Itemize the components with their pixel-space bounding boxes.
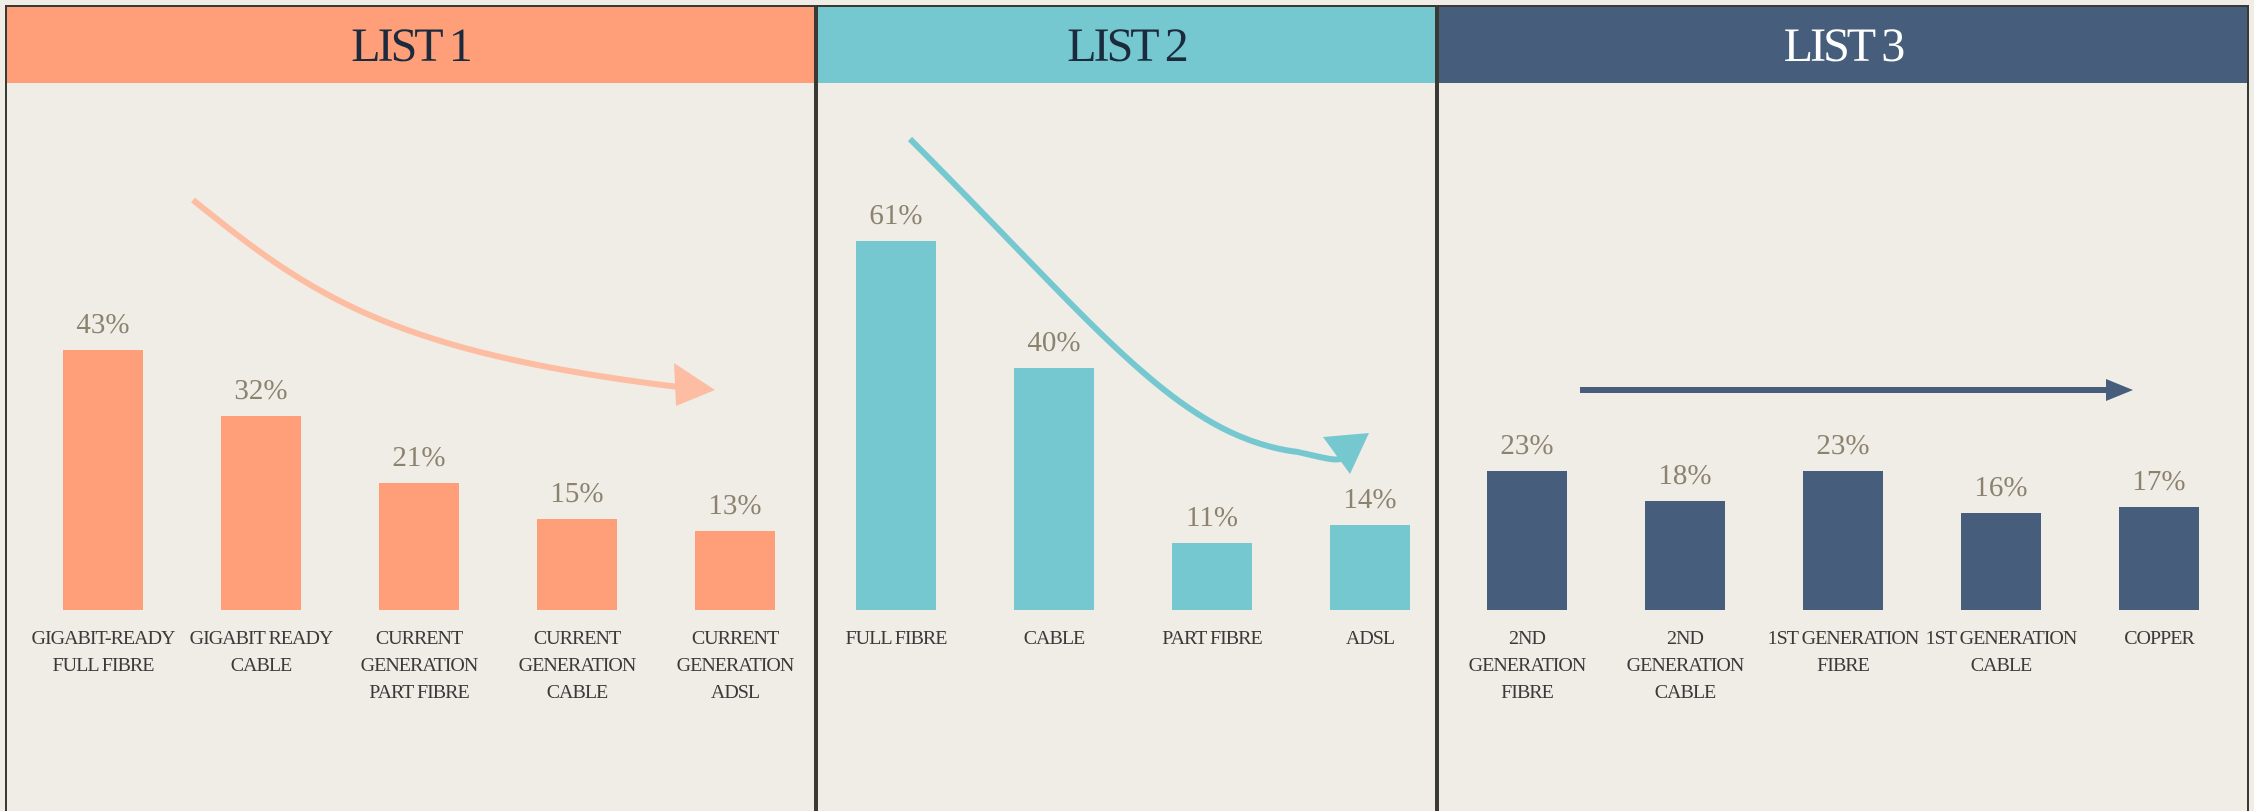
- bar: [2119, 507, 2199, 610]
- category-label: 1ST GENERATION CABLE: [1925, 627, 2078, 676]
- panel-title: LIST 2: [818, 7, 1435, 83]
- category-label: CURRENT GENERATION CABLE: [518, 627, 637, 703]
- bar: [1487, 470, 1567, 610]
- panel-title: LIST 3: [1439, 7, 2247, 83]
- value-label: 23%: [1500, 428, 1554, 461]
- value-label: 11%: [1185, 501, 1239, 534]
- category-label: 1ST GENERATION FIBRE: [1767, 627, 1920, 676]
- category-label: CURRENT GENERATION PART FIBRE: [360, 627, 479, 703]
- trend-arrow: [1580, 379, 2133, 401]
- bar: [1014, 368, 1094, 610]
- bar: [1645, 501, 1725, 610]
- panel: LIST 2 61% FULL FIBRE 40% CABLE 11% PART FIBR…: [816, 5, 1437, 811]
- bar: [1803, 470, 1883, 610]
- category-label: PART FIBRE: [1162, 627, 1262, 649]
- value-label: 23%: [1816, 428, 1870, 461]
- panel: LIST 3 23% 2ND GENERATION FIBRE 18% 2ND GEN…: [1437, 5, 2249, 811]
- value-label: 15%: [550, 477, 604, 510]
- category-label: 2ND GENERATION CABLE: [1626, 627, 1745, 703]
- value-label: 40%: [1027, 326, 1081, 358]
- bar: [1330, 525, 1410, 610]
- value-label: 14%: [1343, 483, 1397, 516]
- bar: [1961, 513, 2041, 610]
- bar: [856, 240, 936, 610]
- bar: [63, 349, 143, 610]
- category-label: CABLE: [1023, 627, 1086, 649]
- bar: [537, 519, 617, 610]
- value-label: 13%: [708, 489, 762, 522]
- category-label: 2ND GENERATION FIBRE: [1468, 627, 1587, 703]
- panel-title: LIST 1: [7, 7, 814, 83]
- trend-arrow: [907, 136, 1369, 474]
- value-label: 16%: [1974, 471, 2028, 504]
- bar: [221, 416, 301, 610]
- value-label: 21%: [392, 440, 446, 473]
- value-label: 18%: [1658, 459, 1712, 492]
- value-label: 61%: [869, 198, 923, 231]
- category-label: CURRENT GENERATION ADSL: [676, 627, 795, 703]
- category-label: GIGABIT-READY FULL FIBRE: [31, 627, 176, 676]
- bar: [379, 482, 459, 610]
- category-label: COPPER: [2124, 627, 2195, 649]
- category-label: ADSL: [1345, 627, 1395, 649]
- category-label: FULL FIBRE: [845, 627, 948, 649]
- bar: [1172, 543, 1252, 610]
- category-label: GIGABIT READY CABLE: [189, 627, 334, 676]
- value-label: 32%: [234, 374, 288, 407]
- trend-arrow: [191, 197, 715, 406]
- value-label: 17%: [2132, 465, 2186, 498]
- value-label: 43%: [76, 307, 130, 340]
- bar: [695, 531, 775, 610]
- panel: LIST 1 43% GIGABIT-READY FULL FIBRE 32% GIG…: [5, 5, 816, 811]
